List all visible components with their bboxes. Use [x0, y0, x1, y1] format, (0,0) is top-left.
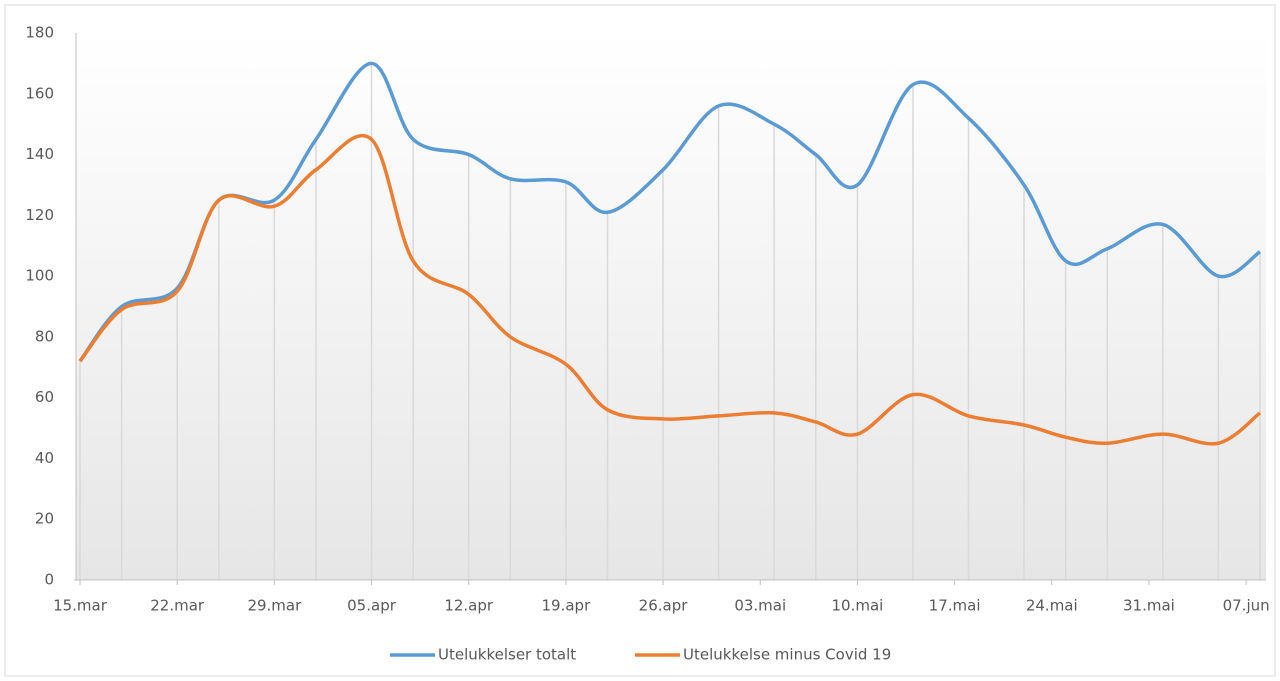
x-tick-label: 15.mar [53, 597, 108, 615]
x-tick-label: 31.mai [1123, 597, 1175, 615]
y-tick-label: 20 [35, 510, 54, 528]
x-tick-label: 07.jun [1223, 597, 1270, 615]
x-tick-label: 03.mai [734, 597, 786, 615]
series-line [78, 133, 1262, 446]
y-tick-label: 100 [25, 267, 54, 285]
series-line [78, 61, 1262, 363]
y-tick-label: 140 [25, 145, 54, 163]
x-tick-label: 17.mai [929, 597, 981, 615]
y-tick-label: 180 [25, 24, 54, 42]
x-tick-label: 22.mar [150, 597, 205, 615]
y-tick-label: 80 [35, 327, 54, 345]
x-tick-label: 12.apr [444, 597, 494, 615]
y-tick-label: 0 [44, 571, 54, 589]
y-tick-label: 40 [35, 449, 54, 467]
plot-area [76, 33, 1266, 580]
x-tick-label: 05.apr [347, 597, 397, 615]
legend-label: Utelukkelse minus Covid 19 [683, 646, 891, 664]
legend-label: Utelukkelser totalt [438, 646, 576, 664]
y-tick-label: 160 [25, 84, 54, 102]
x-tick-label: 26.apr [639, 597, 689, 615]
y-tick-label: 120 [25, 206, 54, 224]
x-tick-label: 19.apr [542, 597, 592, 615]
x-tick-label: 10.mai [831, 597, 883, 615]
x-tick-label: 24.mai [1026, 597, 1078, 615]
y-tick-label: 60 [35, 388, 54, 406]
x-tick-label: 29.mar [247, 597, 302, 615]
